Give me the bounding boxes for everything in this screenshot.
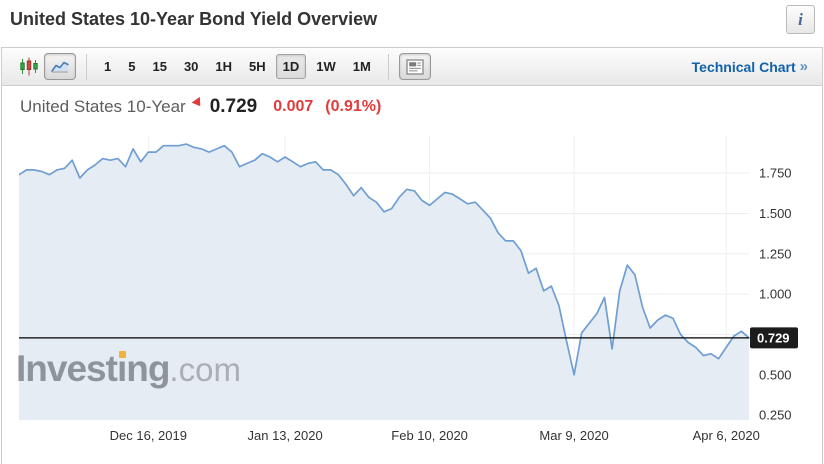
chart-toolbar: 1 5 15 30 1H 5H 1D 1W 1M Technical Chart »	[2, 48, 822, 86]
timeframe-button-1M[interactable]: 1M	[346, 54, 378, 79]
chart-section: United States 10-Year 0.729 0.007 (0.91%…	[2, 86, 822, 464]
x-axis-label: Mar 9, 2020	[539, 428, 608, 443]
x-axis-label: Apr 6, 2020	[693, 428, 760, 443]
instrument-name: United States 10-Year	[20, 97, 186, 116]
instrument-change: 0.007	[273, 98, 314, 115]
double-chevron-right-icon: »	[799, 58, 808, 75]
timeframe-button-1D[interactable]: 1D	[275, 54, 307, 79]
instrument-last-price: 0.729	[209, 96, 258, 117]
y-axis-label: 1.000	[759, 287, 792, 302]
timeframe-button-1W[interactable]: 1W	[309, 54, 343, 79]
timeframe-button-15[interactable]: 15	[145, 54, 173, 79]
page-title: United States 10-Year Bond Yield Overvie…	[10, 9, 378, 29]
info-icon: i	[798, 10, 803, 29]
last-price-badge	[750, 327, 798, 349]
toolbar-divider	[387, 53, 389, 80]
timeframe-buttons: 1 5 15 30 1H 5H 1D 1W 1M	[97, 54, 378, 79]
page-header: United States 10-Year Bond Yield Overvie…	[0, 0, 824, 46]
timeframe-button-1H[interactable]: 1H	[208, 54, 239, 79]
y-axis-label: 1.250	[759, 246, 792, 261]
technical-chart-label: Technical Chart	[691, 58, 796, 75]
y-axis-label: 1.750	[759, 166, 792, 181]
news-panel-button[interactable]	[398, 53, 431, 80]
y-axis-label: 1.500	[759, 206, 792, 221]
line-chart-icon	[51, 61, 69, 73]
line-chart-button[interactable]	[44, 53, 76, 80]
info-button[interactable]: i	[786, 5, 815, 34]
toolbar-divider	[86, 53, 87, 80]
candlestick-icon	[20, 57, 38, 76]
x-axis-label: Dec 16, 2019	[110, 428, 187, 443]
timeframe-button-1[interactable]: 1	[97, 54, 118, 79]
technical-chart-link[interactable]: Technical Chart »	[692, 58, 810, 75]
timeframe-button-5[interactable]: 5	[121, 54, 142, 79]
price-area-chart[interactable]: 1.750 1.500 1.250 1.000 0.500 0.250 0.729 Dec 1…	[19, 136, 824, 454]
last-price-badge-label: 0.729	[757, 330, 790, 345]
price-down-arrow-icon	[191, 96, 205, 110]
news-panel-icon	[406, 58, 424, 75]
price-line-series	[19, 143, 750, 376]
x-axis-label: Feb 10, 2020	[391, 428, 468, 443]
timeframe-button-5H[interactable]: 5H	[242, 54, 273, 79]
instrument-change-percent: (0.91%)	[325, 98, 382, 115]
instrument-row: United States 10-Year 0.729 0.007 (0.91%…	[20, 96, 393, 118]
area-fill	[19, 144, 749, 420]
candlestick-chart-button[interactable]	[14, 54, 44, 79]
chart-widget: 1 5 15 30 1H 5H 1D 1W 1M Technical Chart » Unite…	[1, 47, 823, 464]
y-axis-label: 0.250	[759, 408, 792, 423]
y-axis-label: 0.500	[759, 367, 792, 382]
x-axis-label: Jan 13, 2020	[248, 428, 323, 443]
timeframe-button-30[interactable]: 30	[177, 54, 205, 79]
